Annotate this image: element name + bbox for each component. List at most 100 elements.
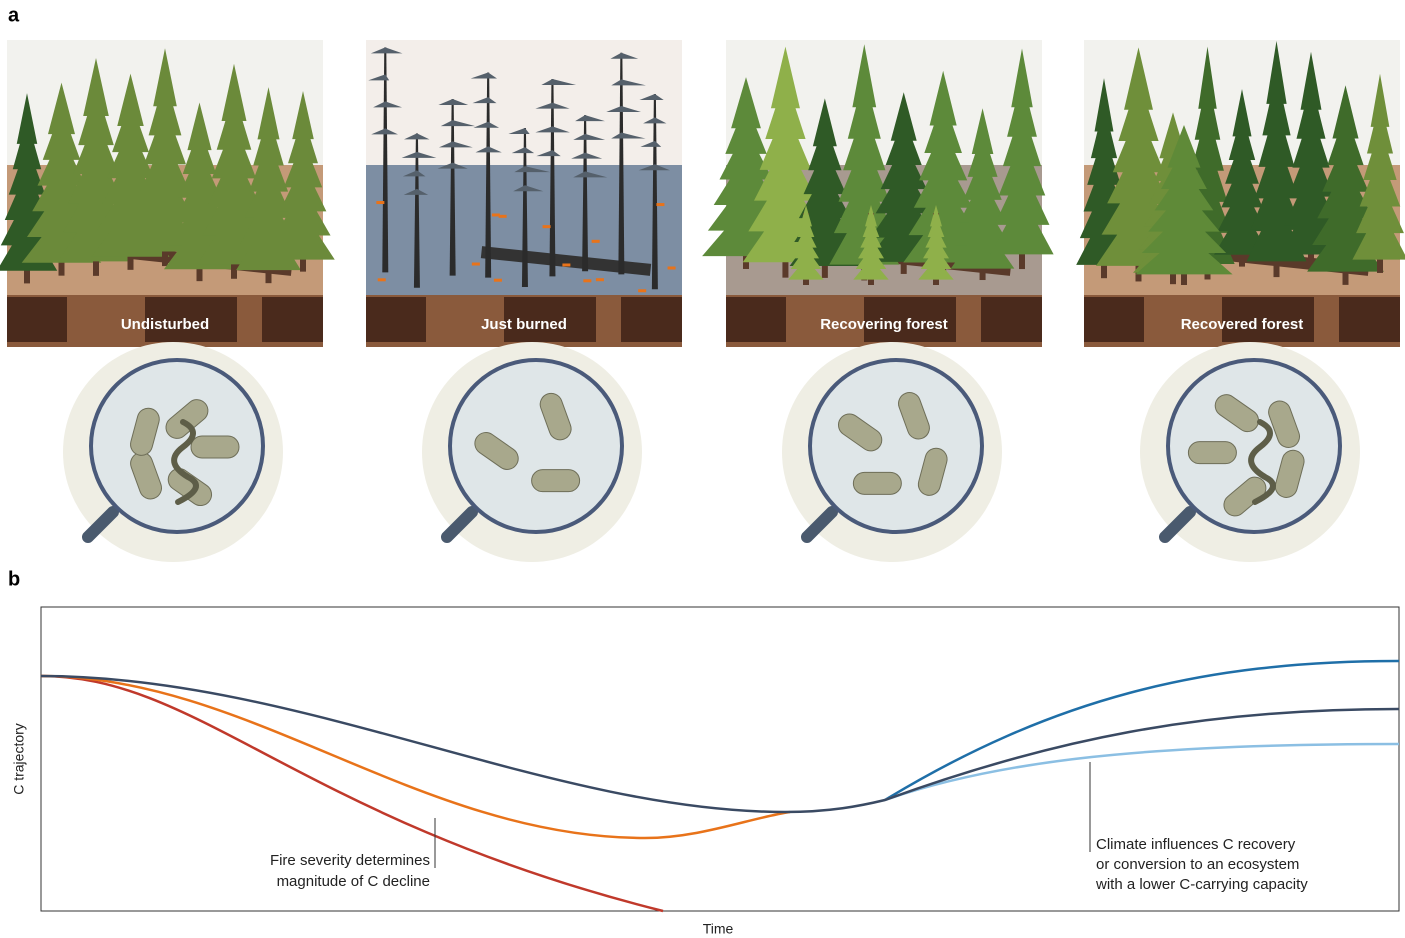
microbe xyxy=(898,392,930,440)
annotation: magnitude of C decline xyxy=(277,873,430,890)
curve-severe xyxy=(40,674,664,913)
microbe xyxy=(917,447,948,496)
burned-needles xyxy=(535,126,570,133)
lens-handle xyxy=(441,506,478,543)
microbe xyxy=(1187,441,1237,465)
soil-block xyxy=(621,297,682,342)
microbe xyxy=(1214,394,1260,433)
panel-label: b xyxy=(8,568,20,590)
burned-needles xyxy=(438,141,473,148)
soil-block xyxy=(7,297,67,342)
burned-needles xyxy=(643,117,667,124)
burned-needles xyxy=(438,98,469,105)
panel-label: a xyxy=(8,4,20,26)
burned-needles xyxy=(575,115,605,122)
lens-handle xyxy=(1159,506,1196,543)
burned-needles xyxy=(437,162,468,169)
microbe xyxy=(1268,400,1301,449)
ember xyxy=(376,201,385,205)
burned-needles xyxy=(373,101,403,108)
scene-label: Recovered forest xyxy=(1181,316,1304,333)
soil-block xyxy=(1222,297,1314,342)
ember xyxy=(591,239,600,243)
ember xyxy=(471,262,480,266)
lens xyxy=(808,358,984,534)
scenes: Undisturbed Just burned Recovering forest R… xyxy=(0,40,1405,562)
burned-needles xyxy=(541,78,577,85)
burned-needles xyxy=(571,152,603,159)
ember xyxy=(583,279,592,283)
burned-needles xyxy=(536,150,561,157)
microbe xyxy=(539,392,572,441)
burned-needles xyxy=(611,79,646,86)
tree-crown xyxy=(1135,125,1233,275)
burned-needles xyxy=(638,164,670,171)
ember xyxy=(542,225,551,229)
microbe xyxy=(837,413,883,452)
burned-needles xyxy=(475,146,502,153)
burned-needles xyxy=(606,105,642,112)
ember xyxy=(667,266,676,270)
annotation: or conversion to an ecosystem xyxy=(1096,856,1299,873)
burned-needles xyxy=(573,171,608,178)
soil-block xyxy=(864,297,956,342)
burned-needles xyxy=(401,151,437,158)
ember xyxy=(656,203,665,207)
ember xyxy=(562,263,571,267)
tree-crown xyxy=(903,70,984,263)
burned-needles xyxy=(473,121,500,128)
ember xyxy=(498,214,507,218)
annotation: Climate influences C recovery xyxy=(1096,836,1296,853)
soil-block xyxy=(981,297,1042,342)
tree-crown xyxy=(271,90,335,260)
y-axis-label: C trajectory xyxy=(11,723,27,795)
burned-needles xyxy=(514,166,551,173)
annotation: Fire severity determines xyxy=(270,852,430,869)
burned-needles xyxy=(508,128,530,135)
ember xyxy=(638,289,647,293)
burned-needles xyxy=(511,147,535,154)
worm xyxy=(1248,419,1276,505)
tree-crown xyxy=(918,205,954,280)
burned-needles xyxy=(610,52,639,59)
ember xyxy=(377,278,386,282)
burned-needles xyxy=(611,132,646,139)
burned-needles xyxy=(472,97,497,104)
burned-needles xyxy=(513,185,544,192)
curve-recovery xyxy=(884,659,1400,802)
lens-handle xyxy=(801,506,838,543)
microbe xyxy=(531,469,581,493)
scene-label: Undisturbed xyxy=(121,316,209,333)
burned-needles xyxy=(403,188,429,195)
burned-needles xyxy=(370,47,403,54)
soil-block xyxy=(145,297,237,342)
lens-handle xyxy=(82,506,119,543)
scene-label: Just burned xyxy=(481,316,567,333)
curve-moderate xyxy=(40,674,791,840)
microbe xyxy=(130,407,160,456)
curve-conversion xyxy=(884,742,1400,802)
chart: Fire severity determines magnitude of C … xyxy=(11,606,1400,937)
tree-crown xyxy=(1214,89,1270,255)
burned-needles xyxy=(470,72,497,79)
worm xyxy=(171,419,199,505)
burned-needles xyxy=(573,133,606,140)
soil-block xyxy=(1084,297,1144,342)
burned-needles xyxy=(440,120,476,127)
tree-crown xyxy=(788,205,824,280)
burned-needles xyxy=(371,128,398,135)
annotation: with a lower C-carrying capacity xyxy=(1095,876,1308,893)
plot-frame xyxy=(40,606,1400,912)
tree-crown xyxy=(950,108,1015,269)
burned-needles xyxy=(639,93,664,100)
tree-crown xyxy=(1352,73,1405,260)
scene-label: Recovering forest xyxy=(820,316,948,333)
tree-crown xyxy=(1246,40,1307,262)
ember xyxy=(491,213,500,217)
soil-block xyxy=(504,297,596,342)
lens xyxy=(448,358,624,534)
burned-needles xyxy=(640,140,662,147)
ember xyxy=(493,278,502,282)
burned-needles xyxy=(535,102,570,109)
